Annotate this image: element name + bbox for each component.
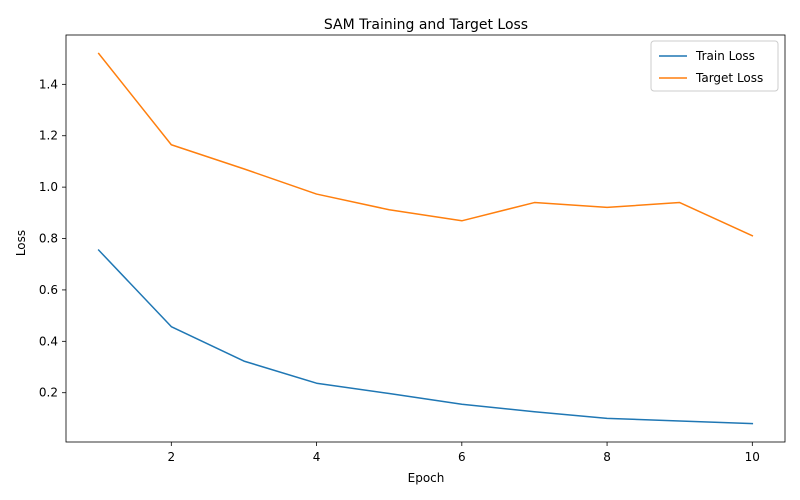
legend-label-target-loss: Target Loss: [695, 71, 763, 85]
x-tick-label: 6: [458, 450, 466, 464]
series-lines: [97, 52, 754, 425]
x-axis-ticks: 2 4 6 8 10: [167, 442, 760, 464]
x-tick-label: 10: [745, 450, 760, 464]
y-axis-label: Loss: [14, 230, 28, 256]
series-line-train-loss: [97, 249, 754, 425]
y-tick-label: 1.2: [39, 129, 58, 143]
y-axis-ticks: 0.2 0.4 0.6 0.8 1.0 1.2 1.4: [39, 77, 66, 400]
chart-title: SAM Training and Target Loss: [324, 17, 528, 33]
legend-label-train-loss: Train Loss: [695, 49, 755, 63]
y-tick-label: 0.4: [39, 334, 58, 348]
y-tick-label: 0.6: [39, 283, 58, 297]
x-axis-label: Epoch: [408, 471, 445, 485]
x-tick-label: 8: [603, 450, 611, 464]
x-tick-label: 4: [313, 450, 321, 464]
y-tick-label: 0.8: [39, 232, 58, 246]
series-line-target-loss: [97, 52, 754, 237]
y-tick-label: 1.4: [39, 77, 58, 91]
legend: Train Loss Target Loss: [650, 40, 779, 92]
x-tick-label: 2: [167, 450, 175, 464]
y-tick-label: 1.0: [39, 180, 58, 194]
y-tick-label: 0.2: [39, 386, 58, 400]
